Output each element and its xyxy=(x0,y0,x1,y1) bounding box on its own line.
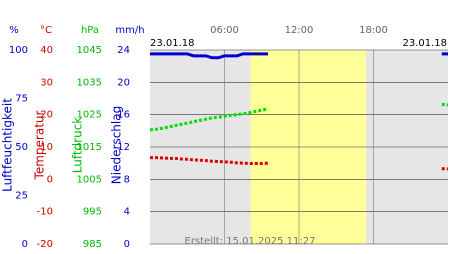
y-tick-label: 10 xyxy=(40,142,53,153)
series-line xyxy=(150,156,449,171)
axis-unit: mm/h xyxy=(115,25,144,36)
y-tick-label: -20 xyxy=(37,239,53,250)
y-tick-label: 1035 xyxy=(77,77,102,88)
series-line xyxy=(150,52,448,60)
y-tick-label: 50 xyxy=(15,142,28,153)
y-tick-label: 12 xyxy=(117,142,130,153)
y-tick-label: 1025 xyxy=(77,110,102,121)
y-tick-label: 995 xyxy=(83,207,102,218)
axis-unit: % xyxy=(9,25,19,36)
y-tick-label: 0 xyxy=(124,239,130,250)
y-tick-label: 0 xyxy=(22,239,28,250)
y-tick-label: 20 xyxy=(117,77,130,88)
y-tick-label: 1015 xyxy=(77,142,102,153)
y-tick-label: 20 xyxy=(40,110,53,121)
axis-unit: °C xyxy=(40,25,52,36)
x-tick-label: 18:00 xyxy=(359,25,388,36)
axis-title: Temperatur xyxy=(33,110,47,180)
y-tick-label: -10 xyxy=(37,207,53,218)
y-tick-label: 40 xyxy=(40,45,53,56)
date-left: 23.01.18 xyxy=(150,38,195,49)
footer: Erstellt: 15.01.2025 11:27 xyxy=(185,236,316,247)
y-tick-label: 4 xyxy=(124,207,130,218)
y-tick-label: 16 xyxy=(117,110,130,121)
y-tick-label: 985 xyxy=(83,239,102,250)
y-tick-label: 25 xyxy=(15,191,28,202)
y-tick-label: 0 xyxy=(47,174,53,185)
axis-title: Luftdruck xyxy=(71,117,85,174)
date-right: 23.01.18 xyxy=(402,38,447,49)
axis-unit: hPa xyxy=(81,25,99,36)
y-tick-label: 100 xyxy=(9,45,28,56)
axis-title: Luftfeuchtigkeit xyxy=(1,98,15,192)
y-tick-label: 30 xyxy=(40,77,53,88)
y-tick-label: 1005 xyxy=(77,174,102,185)
y-tick-label: 24 xyxy=(117,45,130,56)
y-tick-label: 75 xyxy=(15,94,28,105)
y-tick-label: 1045 xyxy=(77,45,102,56)
series-line xyxy=(149,102,449,132)
x-tick-label: 12:00 xyxy=(285,25,314,36)
axis-title: Niederschlag xyxy=(110,106,124,184)
y-tick-label: 8 xyxy=(124,174,130,185)
x-tick-label: 06:00 xyxy=(210,25,239,36)
